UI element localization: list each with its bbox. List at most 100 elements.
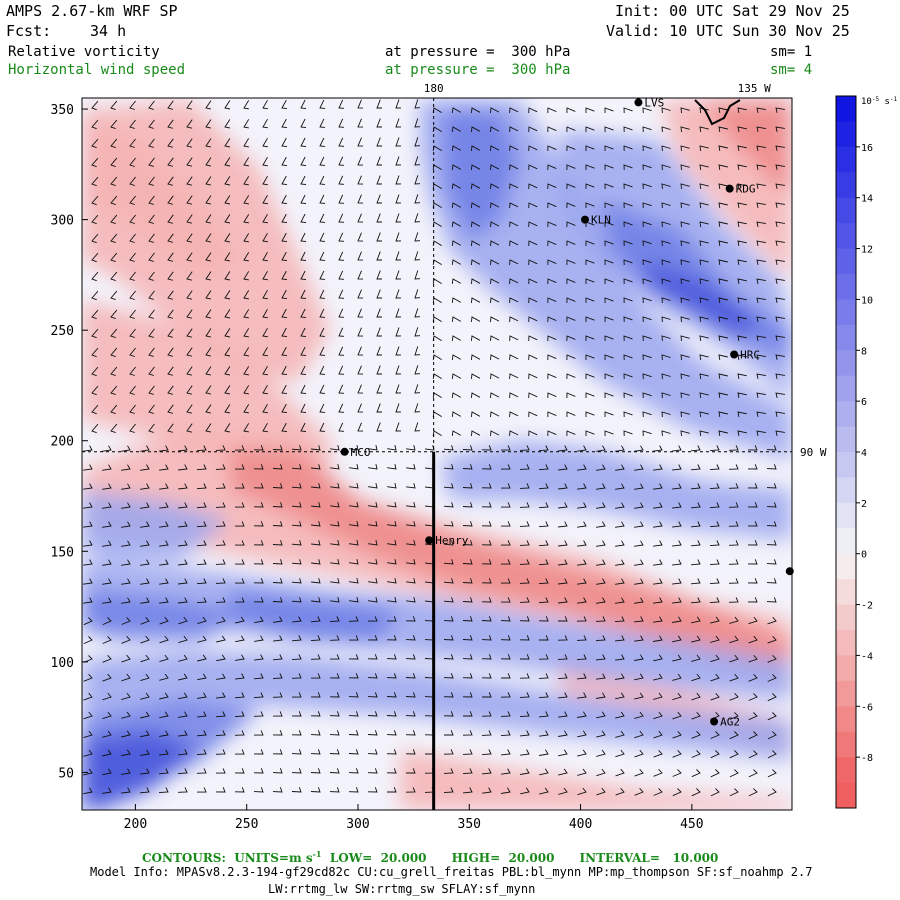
wind-barb-190 (186, 195, 193, 205)
wind-barb-52 (376, 118, 382, 128)
wind-barb-523 (186, 366, 193, 376)
x-tick-label-0: 200 (124, 817, 147, 832)
wind-barb-375 (186, 290, 193, 300)
wind-barb-2 (129, 100, 136, 110)
wind-barb-888 (83, 559, 93, 566)
wind-barb-291 (699, 240, 709, 247)
wind-barb-779 (121, 502, 131, 509)
wind-barb-243 (490, 221, 500, 228)
wind-barb-1336 (158, 787, 169, 794)
wind-barb-15 (376, 99, 382, 109)
wind-barb-1291 (710, 750, 720, 759)
wind-barb-690 (538, 445, 549, 452)
wind-barb-571 (395, 384, 402, 394)
wind-barb-626 (737, 411, 747, 417)
wind-barb-834 (462, 521, 473, 527)
wind-barb-991 (634, 597, 644, 604)
wind-barb-1311 (386, 768, 397, 774)
wind-barb-761 (481, 483, 492, 489)
wind-barb-246 (547, 221, 557, 228)
wind-barb-1277 (443, 749, 454, 755)
wind-barb-933 (234, 578, 245, 584)
wind-barb-306 (281, 251, 288, 262)
wind-barb-1362 (653, 788, 663, 796)
wind-barb-142 (680, 164, 690, 171)
wind-barb-628 (775, 411, 785, 417)
wind-barb-612 (470, 411, 481, 418)
wind-barb-613 (490, 411, 500, 418)
wind-barb-1174 (596, 692, 606, 699)
wind-barb-608 (395, 403, 402, 413)
wind-barb-648 (451, 430, 462, 436)
wind-barb-334 (110, 271, 118, 282)
wind-barb-1211 (596, 711, 606, 719)
wind-barb-569 (357, 384, 364, 394)
field-bands (82, 100, 792, 810)
wind-barb-63 (585, 126, 595, 132)
wind-barb-1360 (615, 788, 625, 796)
wind-barb-897 (253, 559, 264, 565)
wind-barb-579 (547, 392, 557, 399)
wind-barb-922 (728, 559, 739, 565)
wind-barb-1127 (405, 673, 416, 679)
wind-barb-680 (349, 445, 359, 451)
wind-barb-419 (319, 308, 326, 318)
wind-barb-1298 (140, 768, 150, 775)
wind-barb-364 (680, 278, 690, 285)
field2-smooth: sm= 4 (770, 62, 813, 78)
wind-barb-1039 (140, 635, 150, 644)
wind-barb-416 (262, 308, 268, 319)
wind-barb-1117 (216, 673, 226, 680)
wind-barb-1351 (443, 787, 454, 794)
wind-barb-668 (121, 445, 131, 452)
wind-barb-574 (451, 392, 462, 398)
wind-barb-1049 (329, 635, 340, 641)
wind-barb-1068 (691, 635, 701, 643)
wind-barb-1095 (500, 654, 511, 660)
wind-barb-359 (585, 278, 595, 284)
wind-barb-144 (718, 164, 728, 170)
colorbar-step-13 (836, 223, 856, 250)
field-band-18 (82, 730, 200, 810)
wind-barb-1044 (235, 635, 245, 643)
wind-barb-468 (547, 335, 557, 342)
wind-barb-1134 (538, 673, 549, 679)
wind-barb-304 (243, 252, 250, 262)
wind-barb-39 (129, 119, 136, 129)
wind-barb-845 (672, 521, 682, 528)
wind-barb-846 (690, 521, 701, 528)
wind-barb-1266 (234, 749, 245, 755)
wind-barb-95 (490, 145, 500, 152)
wind-barb-878 (596, 540, 606, 547)
wind-barb-479 (756, 335, 766, 341)
wind-barb-826 (311, 521, 321, 527)
wind-barb-302 (205, 252, 212, 262)
wind-barb-822 (234, 521, 245, 527)
wind-barb-415 (243, 309, 250, 319)
wind-barb-1108 (748, 655, 758, 663)
field-band-16 (82, 650, 792, 760)
wind-barb-185 (91, 195, 99, 206)
wind-barb-1179 (691, 692, 701, 701)
wind-barb-1193 (253, 711, 264, 717)
wind-barb-568 (338, 384, 345, 394)
wind-barb-1310 (367, 768, 378, 774)
colorbar-step-11 (836, 274, 856, 300)
wind-barb-833 (443, 521, 454, 527)
wind-barb-852 (102, 540, 112, 547)
wind-barb-1290 (691, 750, 701, 758)
wind-barb-947 (500, 578, 511, 584)
wind-barb-370 (91, 290, 99, 301)
wind-barb-382 (319, 289, 326, 299)
wind-barb-165 (414, 175, 421, 185)
wind-barb-464 (470, 335, 481, 342)
wind-barb-1223 (121, 730, 131, 738)
wind-barb-83 (262, 137, 268, 148)
wind-barb-522 (167, 366, 174, 376)
colorbar-label-0: 16 (861, 143, 873, 154)
wind-barb-201 (395, 194, 402, 204)
wind-barb-255 (718, 221, 728, 227)
wind-barb-1126 (386, 673, 397, 679)
wind-barb-734 (672, 464, 682, 471)
wind-barb-1269 (291, 749, 302, 755)
